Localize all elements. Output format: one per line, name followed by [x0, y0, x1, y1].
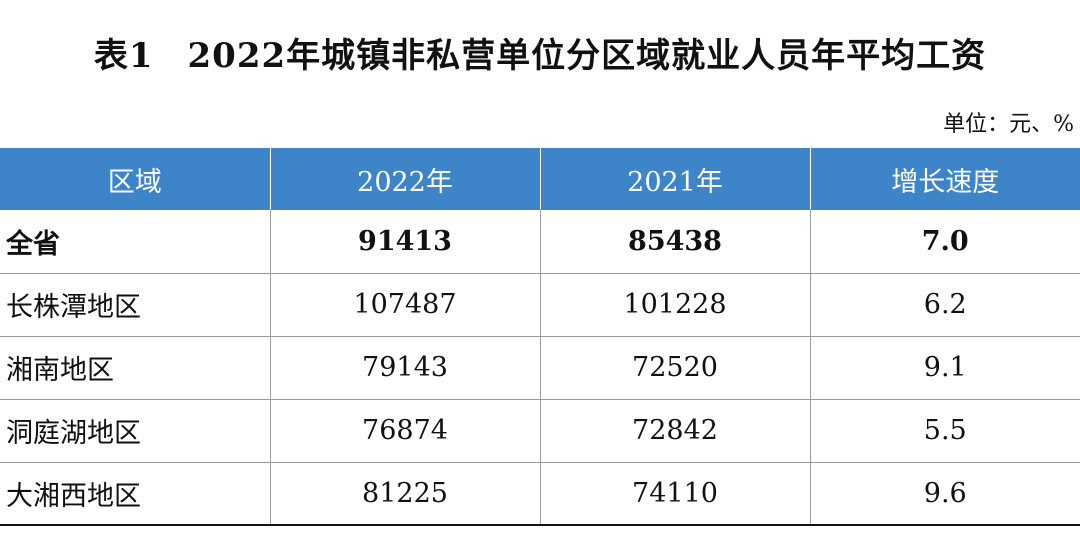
cell-region: 长株潭地区 — [0, 273, 270, 337]
cell-region: 大湘西地区 — [0, 462, 270, 526]
wage-table: 区域 2022年 2021年 增长速度 全省 91413 85438 7.0 长… — [0, 148, 1080, 526]
table-row: 长株潭地区 107487 101228 6.2 — [0, 273, 1080, 337]
unit-note: 单位：元、% — [943, 112, 1074, 137]
cell-growth: 9.1 — [809, 336, 1080, 400]
cell-2021: 74110 — [539, 462, 810, 526]
cell-growth: 6.2 — [809, 273, 1080, 337]
cell-2021: 85438 — [539, 210, 810, 274]
cell-growth: 5.5 — [809, 399, 1080, 463]
page-title: 表1 2022年城镇非私营单位分区域就业人员年平均工资 — [0, 28, 1080, 77]
cell-region: 洞庭湖地区 — [0, 399, 270, 463]
header-region: 区域 — [107, 166, 162, 198]
table-row: 洞庭湖地区 76874 72842 5.5 — [0, 399, 1080, 463]
table-title-text: 2022年城镇非私营单位分区域就业人员年平均工资 — [187, 36, 987, 76]
header-growth: 增长速度 — [809, 148, 1080, 210]
table-row: 大湘西地区 81225 74110 9.6 — [0, 462, 1080, 526]
cell-2022: 79143 — [269, 336, 540, 400]
cell-2021: 72842 — [539, 399, 810, 463]
table-number: 表1 — [93, 36, 154, 76]
table-header-row: 区域 2022年 2021年 增长速度 — [0, 148, 1080, 210]
cell-growth: 7.0 — [809, 210, 1080, 274]
cell-2022: 76874 — [269, 399, 540, 463]
cell-2021: 72520 — [539, 336, 810, 400]
table-row: 全省 91413 85438 7.0 — [0, 210, 1080, 274]
header-2022: 2022年 — [269, 148, 540, 210]
cell-2022: 91413 — [269, 210, 540, 274]
table-row: 湘南地区 79143 72520 9.1 — [0, 336, 1080, 400]
header-2021: 2021年 — [539, 148, 810, 210]
cell-2021: 101228 — [539, 273, 810, 337]
cell-region: 湘南地区 — [0, 336, 270, 400]
cell-2022: 81225 — [269, 462, 540, 526]
cell-region: 全省 — [0, 210, 270, 274]
cell-2022: 107487 — [269, 273, 540, 337]
cell-growth: 9.6 — [809, 462, 1080, 526]
